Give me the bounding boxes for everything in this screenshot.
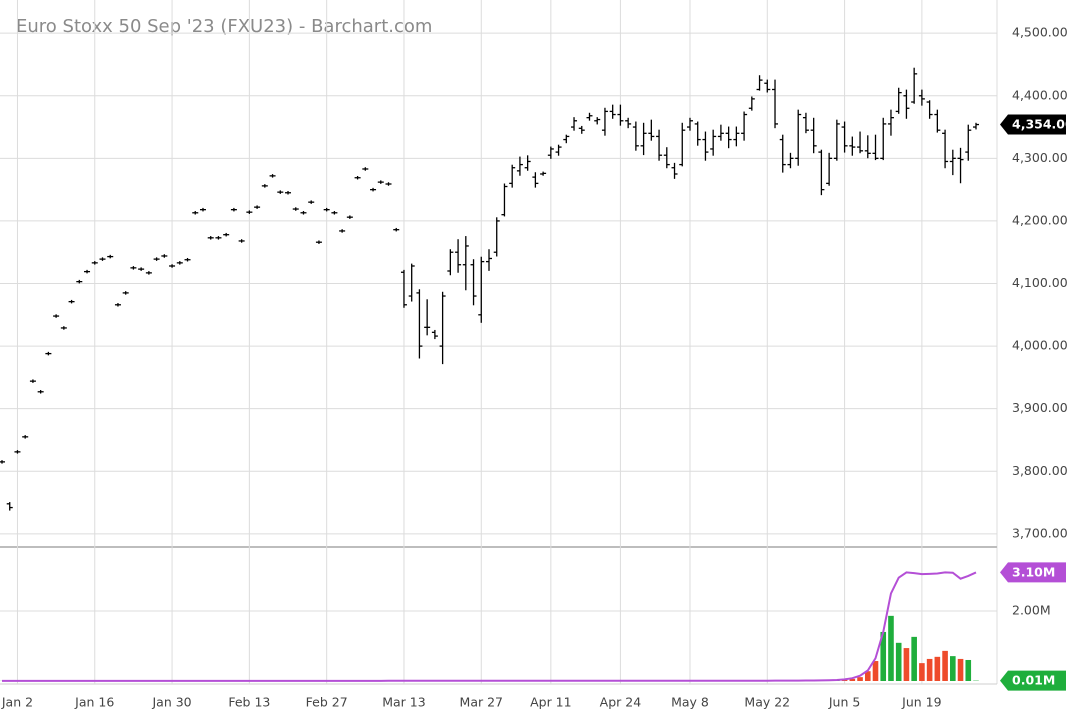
volume-last-box	[1000, 670, 1066, 691]
ma-last-box	[1000, 562, 1066, 583]
y-tick-label: 4,100.00	[1012, 275, 1068, 290]
x-tick-label: Jun 19	[901, 695, 941, 710]
ma-last-label: 3.10M	[1012, 564, 1055, 579]
volume-bar	[895, 642, 902, 681]
x-tick-label: Jan 2	[1, 695, 33, 710]
y-tick-label: 3,800.00	[1012, 463, 1068, 478]
x-tick-label: Jun 5	[828, 695, 860, 710]
volume-bar	[864, 671, 871, 681]
volume-bar	[880, 631, 887, 681]
y-tick-label: 4,000.00	[1012, 338, 1068, 353]
volume-moving-average	[2, 571, 977, 682]
volume-bar	[965, 659, 972, 681]
x-tick-label: Apr 24	[600, 695, 642, 710]
x-tick-label: Mar 13	[382, 695, 425, 710]
y-tick-label: 4,300.00	[1012, 150, 1068, 165]
last-price-label: 4,354.00	[1012, 117, 1070, 132]
volume-bar	[903, 648, 910, 681]
volume-bar	[926, 658, 933, 681]
x-tick-label: Jan 16	[74, 695, 114, 710]
x-tick-label: Mar 27	[460, 695, 503, 710]
volume-bar	[957, 658, 964, 681]
volume-bar	[919, 663, 925, 681]
x-tick-label: Apr 11	[530, 695, 572, 710]
volume-bar	[857, 677, 863, 681]
volume-bar	[950, 656, 956, 681]
x-tick-label: Feb 13	[228, 695, 270, 710]
y-tick-label: 4,200.00	[1012, 212, 1068, 227]
volume-bar	[849, 678, 856, 681]
volume-tick-label: 2.00M	[1012, 602, 1051, 617]
volume-bar	[911, 636, 917, 681]
y-tick-label: 4,500.00	[1012, 25, 1068, 40]
volume-bar	[872, 661, 879, 681]
volume-bar	[934, 656, 941, 681]
volume-bar	[942, 650, 948, 681]
last-price-box	[1000, 114, 1066, 135]
y-tick-label: 3,700.00	[1012, 525, 1068, 540]
y-tick-label: 3,900.00	[1012, 400, 1068, 415]
chart-title: Euro Stoxx 50 Sep '23 (FXU23) - Barchart…	[16, 16, 432, 37]
x-tick-label: Jan 30	[151, 695, 191, 710]
x-tick-label: May 22	[744, 695, 790, 710]
x-tick-label: May 8	[671, 695, 709, 710]
volume-last-label: 0.01M	[1012, 673, 1055, 688]
x-tick-label: Feb 27	[306, 695, 348, 710]
y-tick-label: 4,400.00	[1012, 87, 1068, 102]
volume-bar	[888, 615, 894, 681]
